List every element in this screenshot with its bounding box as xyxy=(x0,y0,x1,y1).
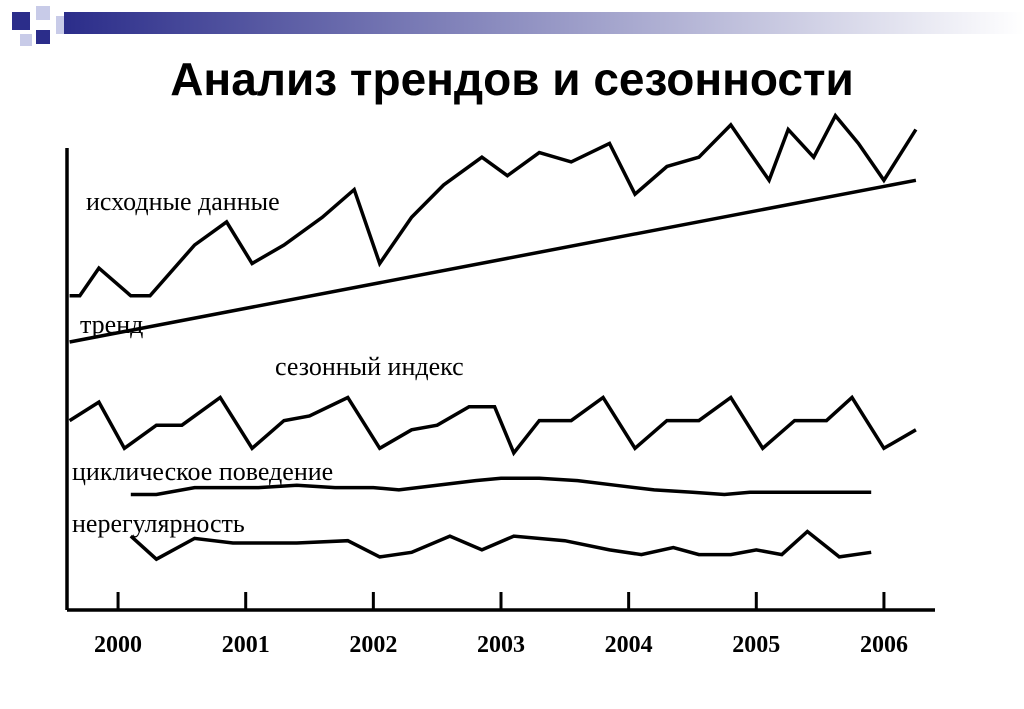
series-label-0: исходные данные xyxy=(86,187,280,216)
x-tick-label: 2000 xyxy=(94,632,142,658)
series-line-0 xyxy=(69,112,918,298)
x-tick-label: 2002 xyxy=(349,632,397,658)
x-tick-label: 2006 xyxy=(860,632,908,658)
x-tick-label: 2005 xyxy=(732,632,780,658)
series-label-3: циклическое поведение xyxy=(72,457,333,486)
series-line-4 xyxy=(129,529,872,562)
series-label-1: тренд xyxy=(80,310,143,339)
x-tick-label: 2004 xyxy=(605,632,653,658)
x-tick-label: 2001 xyxy=(222,632,270,658)
slide-title: Анализ трендов и сезонности xyxy=(170,53,854,105)
series-line-3 xyxy=(130,476,872,497)
title-decoration xyxy=(12,6,1024,46)
series-line-2 xyxy=(68,394,917,457)
series-label-2: сезонный индекс xyxy=(275,352,464,381)
title-bar xyxy=(64,12,1024,34)
x-tick-label: 2003 xyxy=(477,632,525,658)
series-line-1 xyxy=(69,178,917,344)
series-label-4: нерегулярность xyxy=(72,509,245,538)
